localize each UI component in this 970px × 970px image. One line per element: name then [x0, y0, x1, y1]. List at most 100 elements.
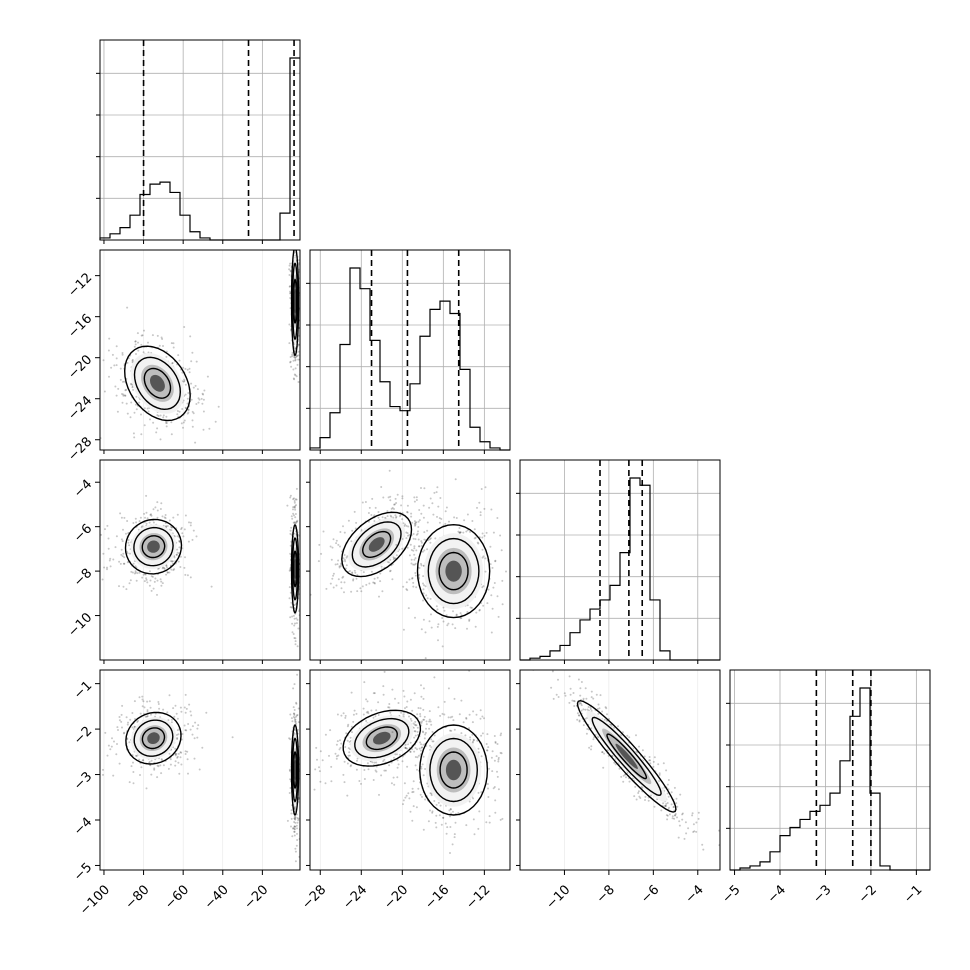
scatter-point — [603, 718, 606, 721]
scatter-point — [379, 572, 382, 575]
scatter-point — [294, 498, 297, 501]
scatter-point — [437, 639, 439, 642]
scatter-point — [420, 628, 423, 631]
scatter-point — [668, 813, 671, 816]
scatter-point — [491, 607, 494, 610]
scatter-point — [295, 354, 298, 357]
scatter-point — [355, 577, 358, 580]
scatter-point — [191, 725, 194, 728]
scatter-point — [182, 366, 185, 369]
scatter-point — [422, 504, 425, 507]
scatter-point — [675, 797, 678, 800]
scatter-point — [401, 760, 404, 763]
scatter-point — [166, 525, 169, 527]
scatter-point — [590, 745, 593, 748]
scatter-point — [131, 386, 134, 389]
scatter-point — [123, 562, 126, 565]
scatter-point — [196, 727, 199, 730]
scatter-point — [572, 700, 575, 702]
scatter-point — [475, 611, 478, 614]
scatter-point — [133, 700, 136, 703]
scatter-point — [496, 743, 499, 745]
scatter-point — [605, 719, 608, 722]
scatter-point — [416, 713, 419, 716]
scatter-point — [352, 578, 355, 581]
scatter-point — [190, 398, 193, 401]
scatter-point — [292, 687, 295, 690]
scatter-point — [701, 843, 704, 846]
scatter-point — [335, 743, 338, 746]
scatter-point — [414, 734, 417, 737]
scatter-point — [350, 725, 353, 728]
hist-panel-0 — [96, 39, 301, 241]
scatter-point — [169, 525, 172, 528]
scatter-point — [681, 812, 684, 815]
scatter-point — [343, 558, 346, 561]
scatter-point — [140, 334, 143, 337]
scatter-point — [414, 538, 417, 541]
scatter-point — [289, 616, 292, 619]
scatter-point — [445, 614, 448, 617]
scatter-point — [453, 833, 456, 836]
panel-frame — [99, 459, 301, 661]
scatter-point — [442, 816, 445, 819]
scatter-point — [133, 572, 136, 575]
scatter-point — [477, 827, 480, 830]
scatter-point — [344, 560, 347, 563]
scatter-point — [294, 718, 297, 721]
scatter-point — [200, 397, 203, 400]
scatter-point — [132, 562, 135, 565]
scatter-point — [131, 359, 134, 362]
scatter-point — [666, 783, 669, 786]
scatter-point — [146, 709, 149, 712]
scatter-point — [295, 622, 298, 625]
scatter-point — [665, 814, 668, 817]
scatter-point — [416, 730, 419, 733]
scatter-point — [150, 713, 152, 716]
scatter-point — [160, 772, 163, 775]
scatter-point — [132, 761, 134, 764]
scatter-point — [146, 581, 149, 584]
scatter-point — [497, 756, 500, 759]
scatter-point — [415, 586, 418, 589]
scatter-point — [296, 839, 299, 841]
scatter-point — [413, 496, 416, 499]
scatter-point — [138, 571, 141, 574]
scatter-point — [292, 633, 295, 635]
scatter-point — [201, 402, 204, 405]
scatter-point — [414, 724, 417, 727]
scatter-point — [292, 521, 295, 524]
scatter-point — [112, 774, 115, 777]
contour-line — [341, 511, 413, 578]
scatter-point — [569, 687, 572, 690]
scatter-point — [179, 566, 182, 568]
hist-background — [100, 40, 300, 240]
scatter-point — [144, 516, 146, 519]
scatter-point — [114, 385, 117, 388]
scatter-point — [150, 514, 153, 517]
histogram-series — [520, 477, 720, 661]
scatter-point — [419, 707, 422, 710]
scatter-point — [181, 408, 184, 410]
scatter-point — [660, 809, 663, 812]
scatter-point — [354, 571, 357, 574]
scatter-point — [394, 697, 396, 700]
y-tick-label: −5 — [71, 860, 95, 884]
scatter-point — [188, 703, 191, 706]
contour-line — [133, 356, 182, 411]
scatter-point — [130, 765, 133, 768]
scatter-point — [353, 510, 356, 513]
scatter-point — [384, 769, 387, 772]
scatter-point — [294, 254, 297, 257]
scatter-point — [568, 675, 571, 678]
scatter-point — [601, 751, 604, 754]
scatter-point — [582, 697, 585, 700]
scatter-point — [458, 531, 461, 534]
scatter-point — [133, 411, 136, 414]
scatter-point — [127, 541, 130, 544]
scatter-point — [120, 720, 123, 723]
scatter-point — [417, 520, 420, 523]
scatter-point — [186, 397, 189, 400]
scatter-point — [168, 752, 171, 755]
scatter-point — [290, 812, 293, 815]
